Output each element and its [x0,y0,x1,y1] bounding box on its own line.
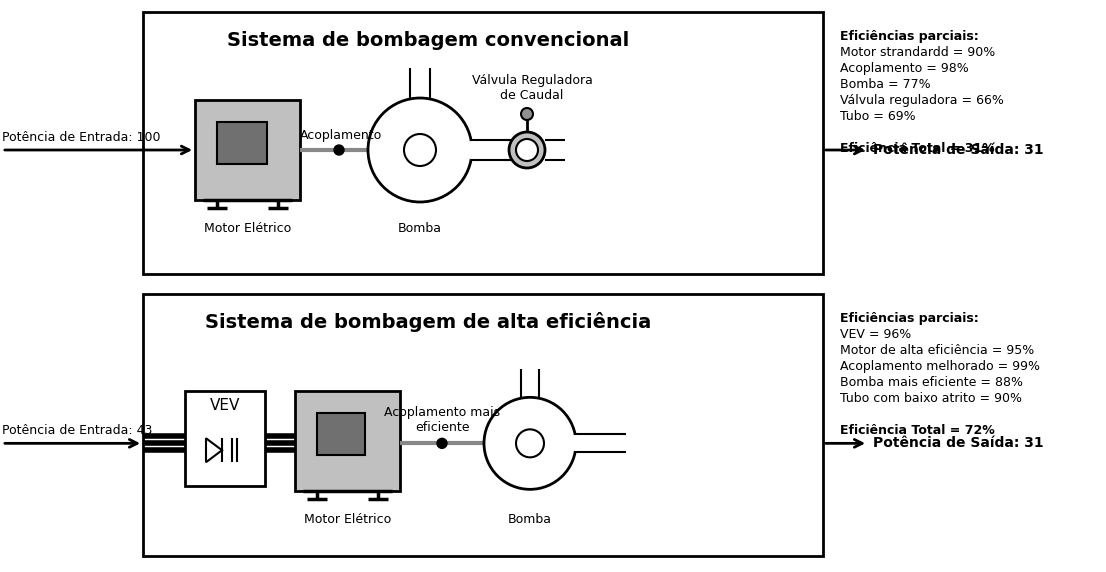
Bar [217,122,267,164]
Circle shape [521,108,533,120]
Text: VEV = 96%: VEV = 96% [839,328,911,341]
Text: Potência de Entrada: 100: Potência de Entrada: 100 [2,131,160,144]
Circle shape [404,134,436,166]
Circle shape [334,145,344,155]
Text: Eficiências parciais:: Eficiências parciais: [839,312,979,325]
Text: Motor Elétrico: Motor Elétrico [304,513,392,526]
Text: Acoplamento mais
eficiente: Acoplamento mais eficiente [384,406,500,434]
Text: Acoplamento melhorado = 99%: Acoplamento melhorado = 99% [839,360,1040,373]
Bar [195,100,300,200]
Text: Eficiência Total = 72%: Eficiência Total = 72% [839,424,994,437]
Text: Tubo com baixo atrito = 90%: Tubo com baixo atrito = 90% [839,392,1022,405]
Text: Eficiências parciais:: Eficiências parciais: [839,30,979,43]
Text: Bomba mais eficiente = 88%: Bomba mais eficiente = 88% [839,376,1023,389]
Bar [295,391,400,491]
Bar [143,294,823,556]
Text: Potência de Entrada: 43: Potência de Entrada: 43 [2,424,153,438]
Text: Sistema de bombagem de alta eficiência: Sistema de bombagem de alta eficiência [206,312,651,332]
Text: Potência de Saída: 31: Potência de Saída: 31 [873,436,1044,450]
Text: Motor strandardd = 90%: Motor strandardd = 90% [839,46,995,59]
Text: Acoplamento: Acoplamento [300,129,383,142]
Circle shape [517,139,538,161]
Bar [574,434,626,452]
Text: Sistema de bombagem convencional: Sistema de bombagem convencional [228,30,629,50]
Text: Potência de Saída: 31: Potência de Saída: 31 [873,143,1044,157]
Circle shape [484,398,576,489]
Bar [143,12,823,274]
Text: Motor Elétrico: Motor Elétrico [204,222,291,235]
Circle shape [509,132,545,168]
Circle shape [517,430,544,458]
Text: VEV: VEV [210,398,240,413]
Bar [185,391,265,486]
Text: Válvula reguladora = 66%: Válvula reguladora = 66% [839,94,1004,107]
Text: Acoplamento = 98%: Acoplamento = 98% [839,62,969,75]
Text: Tubo = 69%: Tubo = 69% [839,110,916,123]
Text: Eficiência Total = 31%: Eficiência Total = 31% [839,142,994,155]
Bar [317,414,365,455]
Text: Bomba = 77%: Bomba = 77% [839,78,930,91]
Bar [470,140,522,160]
Circle shape [368,98,472,202]
Circle shape [437,438,447,448]
Text: Bomba: Bomba [398,222,442,235]
Text: Válvula Reguladora
de Caudal: Válvula Reguladora de Caudal [471,74,593,102]
Text: Motor de alta eficiência = 95%: Motor de alta eficiência = 95% [839,344,1034,357]
Text: Bomba: Bomba [508,513,552,526]
